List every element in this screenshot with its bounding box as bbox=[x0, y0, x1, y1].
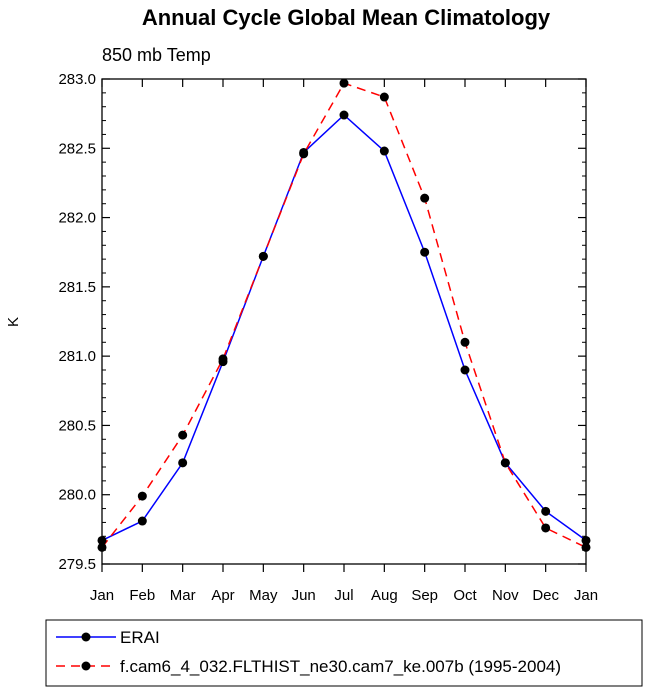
y-tick-label: 283.0 bbox=[58, 71, 96, 88]
series-1-point bbox=[137, 491, 147, 501]
y-tick-labels: 279.5 280.0 280.5 281.0 281.5 282.0 282.5 283.0 bbox=[58, 71, 96, 573]
series-1-point bbox=[339, 78, 349, 88]
series-0-point bbox=[460, 365, 470, 375]
series-0-point bbox=[178, 458, 188, 468]
x-tick-label: May bbox=[249, 587, 278, 604]
legend-box bbox=[45, 619, 643, 687]
series-0-point bbox=[339, 110, 349, 120]
x-tick-label: Apr bbox=[211, 587, 234, 604]
y-tick-label: 280.0 bbox=[58, 487, 96, 504]
plot-frame bbox=[101, 78, 587, 565]
x-tick-label: Feb bbox=[129, 587, 155, 604]
series-1-point bbox=[258, 251, 268, 261]
y-tick-label: 280.5 bbox=[58, 417, 96, 434]
series-1-point bbox=[218, 354, 228, 364]
y-tick-label: 282.5 bbox=[58, 140, 96, 157]
series-line-0 bbox=[101, 113, 587, 542]
x-tick-label: Mar bbox=[170, 587, 196, 604]
series-layer bbox=[97, 78, 591, 552]
series-1-point bbox=[299, 149, 309, 159]
series-1-point bbox=[500, 458, 510, 468]
axis-ticks bbox=[101, 78, 587, 572]
series-1-point bbox=[178, 430, 188, 440]
series-1-point bbox=[460, 337, 470, 347]
y-tick-label: 281.5 bbox=[58, 279, 96, 296]
x-tick-label: Nov bbox=[492, 587, 519, 604]
y-tick-label: 279.5 bbox=[58, 556, 96, 573]
y-tick-label: 281.0 bbox=[58, 348, 96, 365]
y-tick-label: 282.0 bbox=[58, 210, 96, 227]
x-tick-label: Jun bbox=[292, 587, 316, 604]
x-tick-label: Sep bbox=[411, 587, 438, 604]
x-tick-label: Jan bbox=[574, 587, 598, 604]
y-axis-label: K bbox=[5, 317, 22, 327]
series-0-point bbox=[137, 516, 147, 526]
series-0-point bbox=[420, 247, 430, 257]
x-tick-label: Jul bbox=[334, 587, 353, 604]
series-1-point bbox=[420, 193, 430, 203]
chart-title: Annual Cycle Global Mean Climatology bbox=[142, 5, 551, 30]
legend-label-model: f.cam6_4_032.FLTHIST_ne30.cam7_ke.007b (… bbox=[120, 657, 561, 676]
x-tick-labels: Jan Feb Mar Apr May Jun Jul Aug Sep Oct Nov Dec Jan bbox=[90, 587, 598, 604]
legend-label-erai: ERAI bbox=[120, 628, 160, 647]
legend-marker-model bbox=[81, 661, 91, 671]
series-line-1 bbox=[101, 82, 587, 549]
legend: ERAI f.cam6_4_032.FLTHIST_ne30.cam7_ke.0… bbox=[45, 619, 643, 687]
x-tick-label: Oct bbox=[453, 587, 477, 604]
series-0-point bbox=[379, 146, 389, 156]
x-tick-label: Aug bbox=[371, 587, 398, 604]
series-1-point bbox=[379, 92, 389, 102]
series-1-point bbox=[541, 523, 551, 533]
legend-marker-erai bbox=[81, 632, 91, 642]
series-0-point bbox=[541, 506, 551, 516]
x-tick-label: Jan bbox=[90, 587, 114, 604]
chart-subtitle: 850 mb Temp bbox=[102, 45, 211, 65]
x-tick-label: Dec bbox=[532, 587, 559, 604]
